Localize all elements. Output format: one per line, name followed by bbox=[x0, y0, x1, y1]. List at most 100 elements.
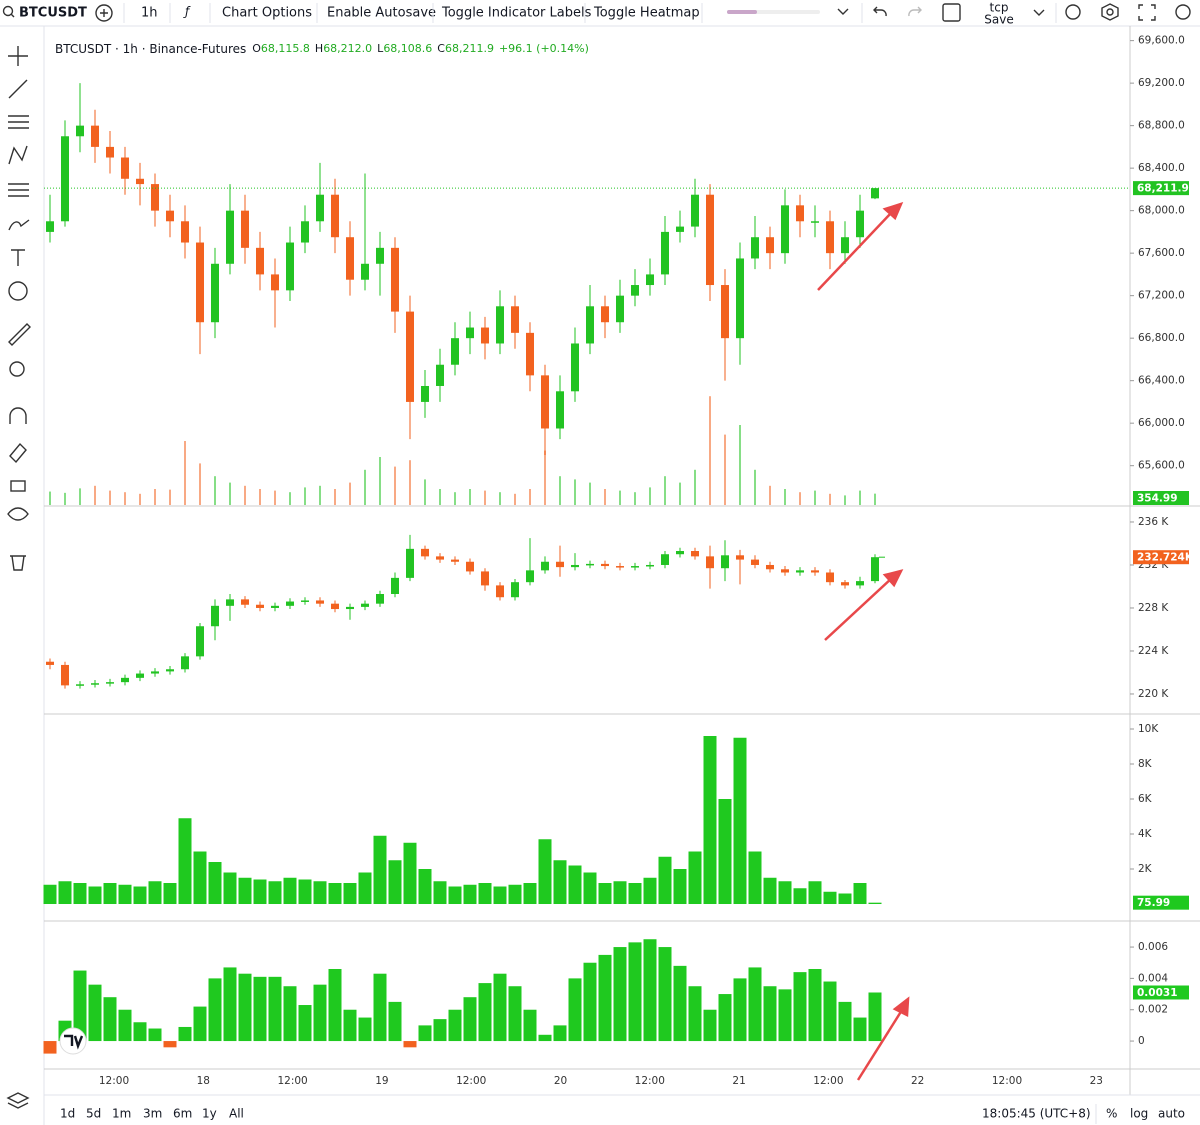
save-label[interactable]: Save bbox=[984, 13, 1013, 27]
candle-body bbox=[166, 669, 174, 672]
range-button[interactable]: 6m bbox=[173, 1107, 192, 1121]
candle-body bbox=[421, 548, 429, 557]
bar bbox=[118, 1009, 132, 1042]
candle-body bbox=[781, 569, 789, 573]
volume-bar bbox=[664, 476, 666, 505]
settings-icon[interactable] bbox=[1101, 3, 1119, 21]
volume-bar bbox=[289, 492, 291, 505]
projection-tool[interactable] bbox=[8, 183, 29, 197]
x-tick-label: 18 bbox=[197, 1075, 210, 1087]
toolbar-button[interactable]: Toggle Indicator Labels bbox=[441, 6, 592, 21]
y-tick-label: 68,800.0 bbox=[1138, 120, 1185, 132]
bar bbox=[508, 884, 522, 905]
add-compare-icon[interactable] bbox=[95, 4, 113, 22]
candle-body bbox=[136, 178, 144, 185]
crosshair-tool[interactable] bbox=[8, 46, 28, 66]
candle-body bbox=[751, 237, 759, 259]
auto-toggle[interactable]: auto bbox=[1158, 1107, 1185, 1121]
candle-body bbox=[721, 555, 729, 569]
layout-name[interactable]: tcp bbox=[990, 1, 1009, 15]
bar bbox=[853, 1017, 867, 1042]
bar bbox=[163, 883, 177, 905]
bar bbox=[613, 881, 627, 905]
candle-body bbox=[481, 571, 489, 586]
dropdown-icon[interactable] bbox=[1033, 9, 1045, 16]
fullscreen-icon[interactable] bbox=[1138, 4, 1156, 21]
toolbar-button[interactable]: Toggle Heatmap bbox=[593, 6, 700, 21]
redo-icon[interactable] bbox=[908, 6, 922, 17]
range-button[interactable]: 3m bbox=[143, 1107, 162, 1121]
y-tick-label: 6K bbox=[1138, 793, 1153, 805]
toolbar-button[interactable]: Enable Autosave bbox=[327, 6, 436, 21]
bar bbox=[418, 869, 432, 905]
candle-body bbox=[61, 664, 69, 686]
snapshot-icon[interactable] bbox=[1175, 4, 1191, 20]
bar bbox=[388, 860, 402, 905]
bar bbox=[583, 962, 597, 1042]
brush-tool[interactable] bbox=[8, 219, 30, 231]
y-tick-label: 65,600.0 bbox=[1138, 460, 1185, 472]
volume-bar bbox=[709, 396, 711, 505]
y-tick-label: 10K bbox=[1138, 723, 1159, 735]
lock-draw-tool[interactable] bbox=[9, 442, 27, 464]
trend-line-tool[interactable] bbox=[8, 79, 28, 99]
bar bbox=[448, 886, 462, 905]
volume-bar bbox=[679, 482, 681, 505]
legend-key: L bbox=[377, 42, 384, 55]
candle-body bbox=[211, 605, 219, 627]
symbol[interactable]: BTCUSDT bbox=[19, 6, 87, 21]
candle-body bbox=[406, 548, 414, 578]
y-tick-label: 0.004 bbox=[1138, 972, 1168, 984]
indicators-icon[interactable]: ƒ bbox=[183, 5, 191, 19]
emoji-tool[interactable] bbox=[8, 281, 28, 301]
magnet-tool[interactable] bbox=[9, 407, 27, 424]
visibility-tool[interactable] bbox=[7, 507, 29, 521]
candle-body bbox=[256, 604, 264, 608]
y-tick-label: 0.002 bbox=[1138, 1004, 1168, 1016]
range-button[interactable]: 1y bbox=[202, 1107, 217, 1121]
lock-tool[interactable] bbox=[10, 480, 26, 492]
volume-bar bbox=[64, 492, 66, 505]
volume-bar bbox=[124, 492, 126, 505]
percent-toggle[interactable]: % bbox=[1106, 1107, 1117, 1121]
log-toggle[interactable]: log bbox=[1130, 1107, 1148, 1121]
candle-body bbox=[826, 572, 834, 583]
ruler-tool[interactable] bbox=[8, 323, 31, 346]
volume-bar bbox=[739, 425, 741, 505]
fib-tool[interactable] bbox=[8, 115, 29, 129]
bar bbox=[73, 970, 87, 1042]
pattern-tool[interactable] bbox=[8, 145, 28, 165]
alert-icon[interactable] bbox=[1065, 4, 1081, 20]
candle-body bbox=[466, 561, 474, 572]
undo-icon[interactable] bbox=[873, 6, 887, 17]
candle-body bbox=[826, 221, 834, 254]
toolbar-button[interactable]: Chart Options bbox=[222, 6, 312, 21]
text-tool[interactable] bbox=[11, 249, 25, 266]
bar bbox=[838, 893, 852, 905]
volume-bar bbox=[589, 482, 591, 505]
bar bbox=[433, 1019, 447, 1042]
object-tree-tool[interactable] bbox=[6, 1092, 30, 1109]
zoom-tool[interactable] bbox=[9, 361, 25, 377]
search-icon[interactable] bbox=[2, 5, 14, 17]
bar bbox=[88, 886, 102, 905]
delete-tool[interactable] bbox=[10, 555, 26, 571]
dropdown-icon[interactable] bbox=[837, 8, 849, 15]
range-button[interactable]: 5d bbox=[86, 1107, 101, 1121]
bar bbox=[133, 1022, 147, 1042]
bar bbox=[763, 986, 777, 1042]
range-button[interactable]: All bbox=[229, 1107, 244, 1121]
range-button[interactable]: 1d bbox=[60, 1107, 75, 1121]
x-tick-label: 21 bbox=[732, 1075, 745, 1087]
bar bbox=[73, 883, 87, 905]
candle-body bbox=[61, 136, 69, 222]
candle-body bbox=[661, 231, 669, 275]
candle-body bbox=[136, 673, 144, 678]
interval[interactable]: 1h bbox=[141, 6, 158, 21]
layout-icon[interactable] bbox=[942, 3, 961, 22]
bar bbox=[583, 872, 597, 905]
bar bbox=[763, 877, 777, 905]
bar bbox=[133, 886, 147, 905]
range-button[interactable]: 1m bbox=[112, 1107, 131, 1121]
candle-body bbox=[496, 306, 504, 344]
